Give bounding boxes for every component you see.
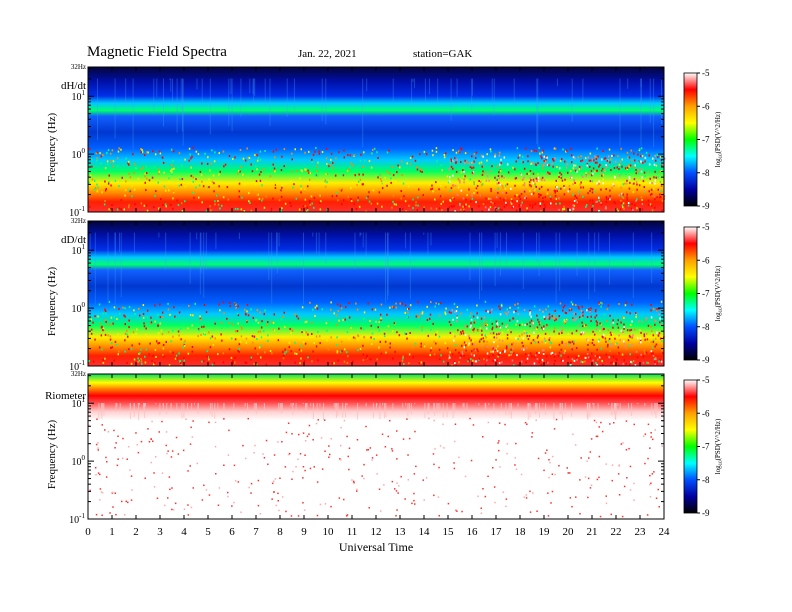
colorbar-tick-label: -9 bbox=[702, 355, 710, 365]
x-tick-label: 6 bbox=[229, 526, 235, 538]
x-tick-label: 22 bbox=[611, 526, 622, 538]
colorbar-tick-label: -7 bbox=[702, 135, 710, 145]
x-tick-label: 13 bbox=[395, 526, 407, 538]
colorbar-tick-label: -5 bbox=[702, 222, 710, 232]
colorbar-tick-label: -7 bbox=[702, 442, 710, 452]
x-tick-label: 0 bbox=[85, 526, 91, 538]
x-tick-label: 14 bbox=[419, 526, 431, 538]
colorbar-label: log10(PSD(V^2/Hz) bbox=[714, 111, 724, 167]
x-tick-label: 3 bbox=[157, 526, 163, 538]
x-tick-label: 2 bbox=[133, 526, 139, 538]
colorbar-tick-label: -8 bbox=[702, 322, 710, 332]
y-tick-label: 100 bbox=[72, 454, 86, 468]
colorbar-tick-label: -9 bbox=[702, 201, 710, 211]
colorbar bbox=[683, 72, 698, 207]
spectrogram-image bbox=[88, 374, 664, 519]
spectrogram-texture bbox=[88, 403, 664, 518]
colorbar-tick-label: -6 bbox=[702, 408, 710, 418]
x-tick-label: 17 bbox=[491, 526, 503, 538]
panel-label: Riometer bbox=[45, 390, 86, 402]
y-axis-label: Frequency (Hz) bbox=[46, 267, 58, 337]
colorbar-tick-label: -6 bbox=[702, 101, 710, 111]
station-label: station=GAK bbox=[413, 48, 473, 60]
x-axis-label: Universal Time bbox=[339, 540, 413, 554]
y-axis-label: Frequency (Hz) bbox=[46, 113, 58, 183]
y-top-label: 32Hz bbox=[71, 63, 86, 71]
x-tick-label: 23 bbox=[635, 526, 647, 538]
x-tick-label: 20 bbox=[563, 526, 575, 538]
colorbar-label: log10(PSD(V^2/Hz) bbox=[714, 418, 724, 474]
x-tick-label: 7 bbox=[253, 526, 259, 538]
x-tick-label: 1 bbox=[109, 526, 115, 538]
colorbar-tick-label: -9 bbox=[702, 508, 710, 518]
y-tick-label: 10-1 bbox=[69, 512, 85, 526]
x-tick-label: 18 bbox=[515, 526, 527, 538]
colorbar-tick-label: -8 bbox=[702, 475, 710, 485]
y-tick-label: 100 bbox=[72, 301, 86, 315]
x-tick-label: 10 bbox=[323, 526, 335, 538]
chart-title: Magnetic Field Spectra bbox=[87, 44, 227, 60]
y-axis-label: Frequency (Hz) bbox=[46, 420, 58, 490]
x-tick-label: 24 bbox=[659, 526, 671, 538]
y-top-label: 32Hz bbox=[71, 370, 86, 378]
x-tick-label: 15 bbox=[443, 526, 455, 538]
x-tick-label: 16 bbox=[467, 526, 479, 538]
colorbar-tick-label: -8 bbox=[702, 168, 710, 178]
x-tick-label: 4 bbox=[181, 526, 187, 538]
spectrogram-texture bbox=[88, 78, 666, 213]
colorbar-tick-label: -5 bbox=[702, 375, 710, 385]
x-tick-label: 9 bbox=[301, 526, 307, 538]
y-top-label: 32Hz bbox=[71, 217, 86, 225]
x-tick-label: 11 bbox=[347, 526, 358, 538]
x-axis: 0 1 2 3 4 5 6 7 8 9 10 11 12 13 14 15 16 17 18 19 20 21 22 23 24… bbox=[85, 526, 670, 554]
panel-label: dD/dt bbox=[61, 234, 86, 246]
x-tick-label: 8 bbox=[277, 526, 283, 538]
panel-label: dH/dt bbox=[61, 80, 86, 92]
x-tick-label: 19 bbox=[539, 526, 551, 538]
date-label: Jan. 22, 2021 bbox=[298, 48, 357, 60]
spectrogram-image bbox=[88, 67, 664, 212]
colorbar-tick-label: -7 bbox=[702, 289, 710, 299]
x-tick-label: 5 bbox=[205, 526, 211, 538]
colorbar bbox=[683, 379, 698, 514]
colorbar-tick-label: -6 bbox=[702, 255, 710, 265]
colorbar-tick-label: -5 bbox=[702, 68, 710, 78]
colorbar-label: log10(PSD(V^2/Hz) bbox=[714, 265, 724, 321]
y-tick-label: 100 bbox=[72, 147, 86, 161]
colorbar bbox=[683, 226, 698, 361]
x-tick-label: 12 bbox=[371, 526, 382, 538]
x-tick-label: 21 bbox=[587, 526, 598, 538]
